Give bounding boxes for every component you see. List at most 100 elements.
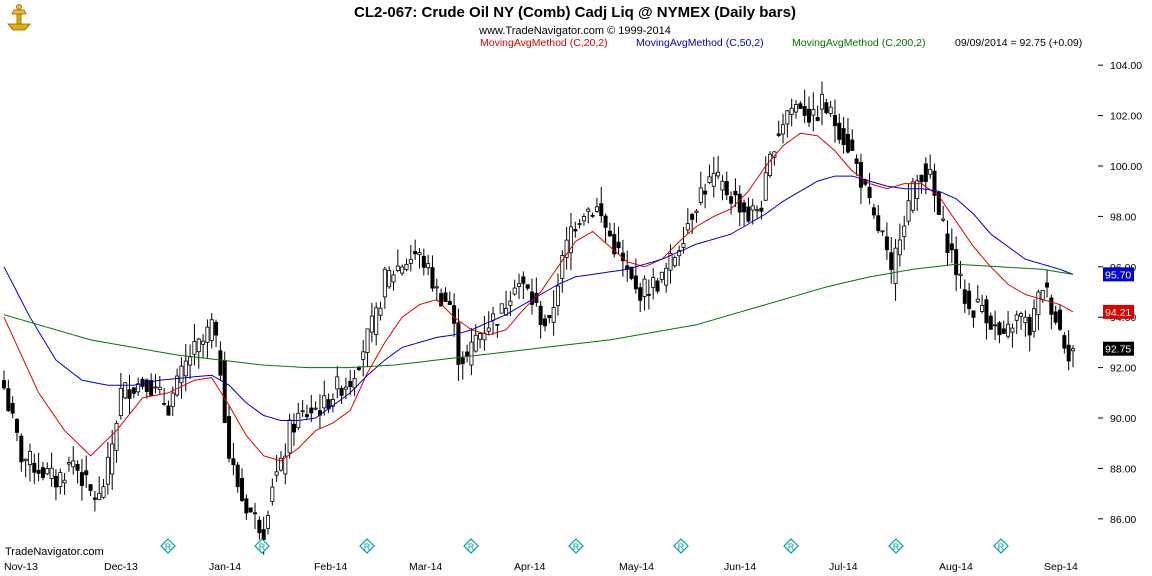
price-bar-body bbox=[391, 274, 396, 283]
roll-marker-diamond bbox=[160, 538, 176, 554]
price-bar bbox=[949, 228, 954, 263]
price-bar-body bbox=[118, 387, 123, 416]
price-bar bbox=[452, 293, 457, 337]
price-bar bbox=[192, 323, 197, 366]
price-bar-body bbox=[209, 319, 214, 341]
roll-marker-diamond bbox=[254, 538, 270, 554]
roll-marker-icon: R bbox=[568, 538, 584, 554]
price-bar bbox=[201, 334, 206, 358]
price-bar-body bbox=[456, 322, 461, 365]
price-bar bbox=[153, 373, 158, 394]
price-bar bbox=[841, 116, 846, 154]
price-bar-body bbox=[742, 202, 747, 213]
price-bar-body bbox=[642, 278, 647, 297]
price-bar-body bbox=[426, 263, 431, 269]
price-tag: 92.75 bbox=[1103, 341, 1134, 356]
price-bar bbox=[404, 258, 409, 272]
price-bar-body bbox=[802, 106, 807, 116]
price-bar-body bbox=[339, 387, 344, 396]
price-bar bbox=[915, 174, 920, 211]
price-bar bbox=[439, 288, 444, 307]
price-bar-body bbox=[508, 300, 513, 306]
price-bar-body bbox=[655, 280, 660, 292]
price-bar-body bbox=[40, 467, 45, 479]
price-bar bbox=[322, 380, 327, 416]
price-bar bbox=[880, 230, 885, 236]
legend-ma20: MovingAvgMethod (C,20,2) bbox=[480, 37, 608, 49]
price-bar bbox=[517, 273, 522, 299]
price-bar bbox=[893, 239, 898, 301]
price-bar bbox=[40, 461, 45, 481]
price-bar bbox=[253, 502, 258, 530]
price-bar bbox=[473, 324, 478, 353]
price-bar bbox=[742, 199, 747, 227]
price-bar-body bbox=[460, 357, 465, 365]
price-bar bbox=[733, 178, 738, 208]
price-bar-body bbox=[668, 253, 673, 271]
price-bar-body bbox=[231, 458, 236, 466]
price-bar bbox=[923, 157, 928, 195]
roll-marker-diamond bbox=[463, 538, 479, 554]
price-bar bbox=[971, 310, 976, 328]
price-bar bbox=[794, 100, 799, 119]
price-bar-body bbox=[465, 351, 470, 357]
price-bar bbox=[365, 328, 370, 368]
price-bar-body bbox=[547, 315, 552, 319]
price-bar bbox=[980, 294, 985, 314]
price-bar bbox=[837, 113, 842, 144]
price-bar-body bbox=[880, 230, 885, 233]
x-tick-label: Sep-14 bbox=[1044, 561, 1078, 573]
price-bar bbox=[1062, 332, 1067, 354]
price-bar-body bbox=[664, 267, 669, 286]
price-bar-body bbox=[417, 252, 422, 256]
price-bar bbox=[244, 494, 249, 521]
price-bar bbox=[1023, 310, 1028, 337]
price-bar-body bbox=[832, 114, 837, 127]
roll-marker-icon: R bbox=[359, 538, 375, 554]
price-bar bbox=[222, 351, 227, 424]
price-bar bbox=[10, 396, 15, 419]
price-bar bbox=[664, 262, 669, 293]
price-bar bbox=[330, 393, 335, 413]
price-bar-body bbox=[629, 266, 634, 279]
price-bar bbox=[101, 478, 106, 499]
price-bar-body bbox=[504, 308, 509, 316]
price-bar bbox=[975, 285, 980, 304]
price-bar-body bbox=[967, 290, 972, 309]
price-bar-body bbox=[923, 163, 928, 182]
price-bar-body bbox=[218, 350, 223, 376]
price-bar bbox=[884, 222, 889, 260]
price-bar-body bbox=[127, 389, 132, 400]
moving-averages bbox=[3, 132, 1074, 462]
roll-marker-diamond bbox=[993, 538, 1009, 554]
price-bar-body bbox=[114, 422, 119, 451]
price-bar-body bbox=[785, 110, 790, 125]
price-bar bbox=[499, 303, 504, 314]
price-bar bbox=[772, 151, 777, 166]
price-bar-body bbox=[685, 223, 690, 231]
price-bar bbox=[1010, 323, 1015, 348]
price-bar-body bbox=[66, 462, 71, 465]
price-bar-body bbox=[837, 122, 842, 140]
price-bar bbox=[707, 164, 712, 185]
price-bar-body bbox=[14, 418, 19, 433]
price-tags: 95.70 94.21 92.75 bbox=[1103, 267, 1134, 356]
x-tick-label: Jul-14 bbox=[829, 561, 858, 573]
price-bar bbox=[876, 204, 881, 234]
price-bar bbox=[802, 89, 807, 124]
y-tick-label: 86.00 bbox=[1110, 514, 1136, 526]
price-bar bbox=[240, 468, 245, 503]
price-bar bbox=[724, 171, 729, 200]
price-bar bbox=[66, 456, 71, 472]
price-bar bbox=[369, 302, 374, 343]
price-bar-body bbox=[1036, 291, 1041, 316]
y-tick-label: 92.00 bbox=[1110, 363, 1136, 375]
price-bar-body bbox=[110, 443, 115, 475]
price-bar bbox=[703, 183, 708, 209]
price-bar bbox=[58, 468, 63, 495]
price-bar bbox=[638, 282, 643, 313]
price-bar bbox=[1006, 310, 1011, 339]
price-bar bbox=[465, 344, 470, 363]
price-bar bbox=[486, 311, 491, 336]
